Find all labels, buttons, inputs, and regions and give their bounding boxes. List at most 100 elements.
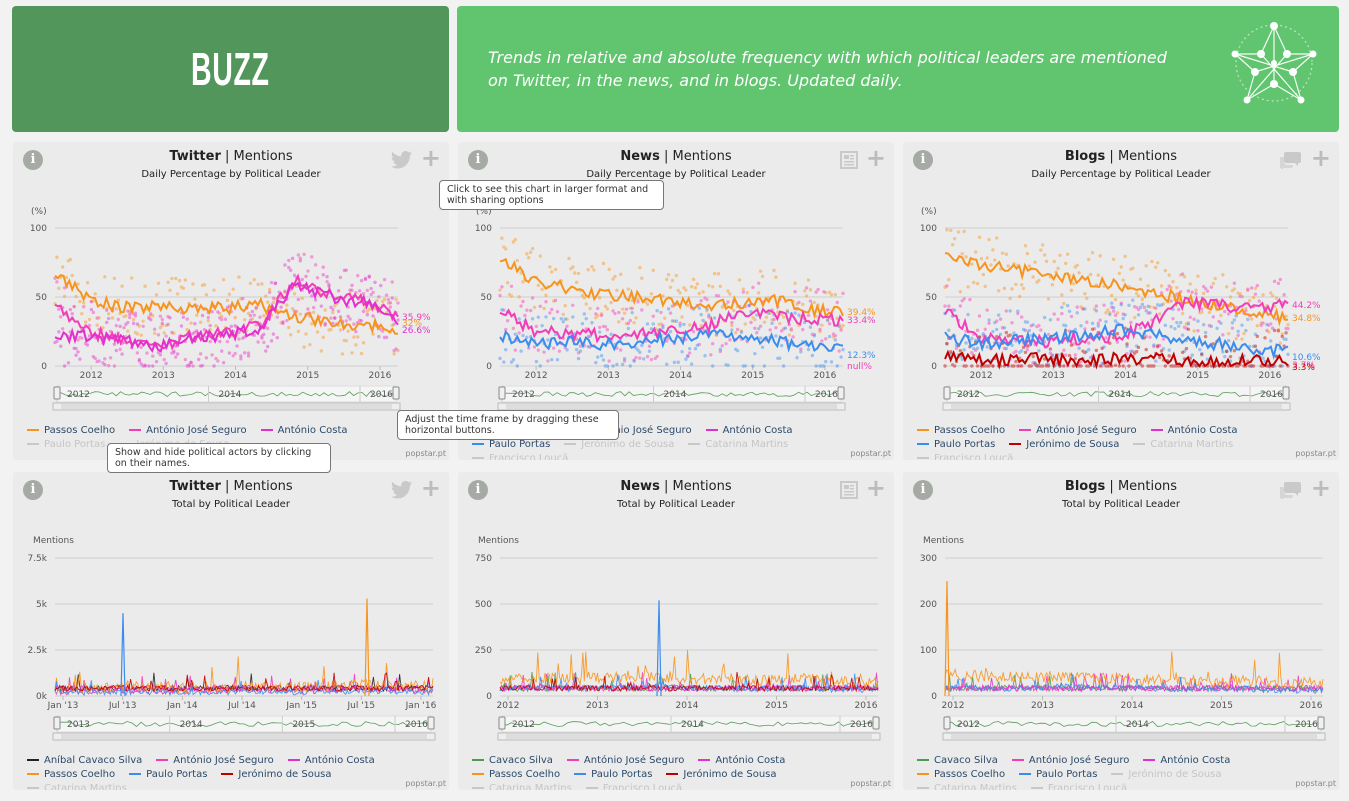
info-icon[interactable]: i (468, 150, 488, 170)
data-point (1154, 265, 1158, 269)
legend-item[interactable]: Paulo Portas (1019, 767, 1097, 781)
navigator-handle-right[interactable] (1282, 386, 1290, 400)
twitter-bird-icon[interactable] (391, 481, 413, 503)
data-point (1133, 315, 1137, 320)
expand-plus-icon[interactable]: + (1310, 474, 1331, 502)
legend-item[interactable]: Catarina Martins (472, 781, 572, 790)
data-point (1169, 299, 1173, 303)
legend-item[interactable]: Cavaco Silva (472, 753, 553, 767)
data-point (133, 314, 138, 318)
legend-item[interactable]: António José Seguro (1019, 423, 1137, 437)
scrollbar-thumb[interactable] (506, 734, 872, 739)
data-point (820, 339, 824, 343)
data-point (1177, 324, 1181, 328)
data-point (1180, 311, 1185, 316)
navigator-handle-right[interactable] (427, 716, 435, 730)
data-point (538, 364, 542, 368)
panel-subtitle: Total by Political Leader (172, 499, 290, 510)
data-point (726, 289, 730, 293)
data-point (620, 307, 625, 311)
legend-item[interactable]: Francisco Louçã (585, 781, 682, 790)
twitter-bird-icon[interactable] (391, 151, 413, 173)
scrollbar-thumb[interactable] (61, 404, 392, 409)
legend-item[interactable]: Francisco Louçã (472, 451, 568, 460)
data-point (1148, 364, 1152, 368)
legend-item[interactable]: Passos Coelho (472, 767, 560, 781)
info-icon[interactable]: i (23, 150, 43, 170)
data-point (596, 306, 600, 311)
data-point (553, 267, 558, 272)
legend-item[interactable]: António Costa (1150, 423, 1238, 437)
navigator-handle-left[interactable] (498, 386, 506, 400)
legend-item[interactable]: António José Seguro (1011, 753, 1129, 767)
legend-item[interactable]: Jerónimo de Sousa (1009, 437, 1119, 451)
data-point (1136, 307, 1141, 312)
legend-item[interactable]: António José Seguro (566, 753, 684, 767)
navigator-handle-left[interactable] (943, 716, 951, 730)
info-icon[interactable]: i (23, 480, 43, 500)
navigator-handle-right[interactable] (837, 386, 845, 400)
scrollbar-thumb[interactable] (61, 734, 427, 739)
expand-plus-icon[interactable]: + (865, 474, 886, 502)
expand-plus-icon[interactable]: + (865, 144, 886, 172)
info-icon[interactable]: i (468, 480, 488, 500)
legend-item[interactable]: Catarina Martins (27, 781, 127, 790)
legend-item[interactable]: António José Seguro (129, 423, 247, 437)
legend-item[interactable]: António Costa (1143, 753, 1230, 767)
legend-item[interactable]: António Costa (260, 423, 348, 437)
navigator-handle-left[interactable] (498, 716, 506, 730)
data-point (590, 264, 594, 269)
data-point (517, 295, 521, 299)
legend-item[interactable]: Passos Coelho (917, 423, 1005, 437)
legend-item[interactable]: António Costa (287, 753, 375, 767)
data-point (1226, 338, 1231, 343)
navigator-handle-left[interactable] (943, 386, 951, 400)
speech-bubbles-icon[interactable] (1279, 481, 1303, 503)
legend-item[interactable]: Paulo Portas (574, 767, 652, 781)
legend-label: Cavaco Silva (489, 754, 553, 766)
expand-plus-icon[interactable]: + (1310, 144, 1331, 172)
legend-item[interactable]: Francisco Louçã (1030, 781, 1127, 790)
data-point (380, 299, 385, 304)
speech-bubbles-icon[interactable] (1279, 151, 1303, 173)
legend-item[interactable]: Catarina Martins (688, 437, 788, 451)
data-point (665, 277, 669, 282)
navigator-handle-left[interactable] (53, 716, 61, 730)
legend-item[interactable]: António Costa (698, 753, 785, 767)
legend-item[interactable]: Paulo Portas (472, 437, 550, 451)
navigator-handle-right[interactable] (872, 716, 880, 730)
legend-item[interactable]: Passos Coelho (27, 767, 115, 781)
legend-item[interactable]: Passos Coelho (27, 423, 115, 437)
newspaper-icon[interactable] (840, 151, 858, 173)
navigator-handle-right[interactable] (392, 386, 400, 400)
legend-item[interactable]: Jerónimo de Sousa (1111, 767, 1222, 781)
legend-item[interactable]: Aníbal Cavaco Silva (27, 753, 142, 767)
scrollbar-thumb[interactable] (506, 404, 837, 409)
legend-item[interactable]: Jerónimo de Sousa (666, 767, 777, 781)
scrollbar-thumb[interactable] (951, 734, 1317, 739)
legend-item[interactable]: Catarina Martins (1133, 437, 1233, 451)
data-point (532, 345, 537, 349)
data-point (1088, 272, 1093, 277)
legend-item[interactable]: Cavaco Silva (917, 753, 998, 767)
scrollbar-thumb[interactable] (951, 404, 1282, 409)
expand-plus-icon[interactable]: + (420, 474, 441, 502)
data-point (1171, 316, 1175, 321)
legend-item[interactable]: Paulo Portas (917, 437, 995, 451)
legend-item[interactable]: Passos Coelho (917, 767, 1005, 781)
navigator-handle-left[interactable] (53, 386, 61, 400)
legend-item[interactable]: Jerónimo de Sousa (221, 767, 332, 781)
legend-item[interactable]: António José Seguro (156, 753, 274, 767)
data-point (996, 313, 1001, 317)
newspaper-icon[interactable] (840, 481, 858, 503)
navigator-handle-right[interactable] (1317, 716, 1325, 730)
info-icon[interactable]: i (913, 480, 933, 500)
legend-item[interactable]: Francisco Louçã (917, 451, 1013, 460)
info-icon[interactable]: i (913, 150, 933, 170)
legend-item[interactable]: Paulo Portas (27, 437, 105, 451)
expand-plus-icon[interactable]: + (420, 144, 441, 172)
legend-item[interactable]: Catarina Martins (917, 781, 1017, 790)
legend-item[interactable]: António Costa (705, 423, 793, 437)
legend-item[interactable]: Jerónimo de Sousa (564, 437, 674, 451)
legend-item[interactable]: Paulo Portas (129, 767, 207, 781)
